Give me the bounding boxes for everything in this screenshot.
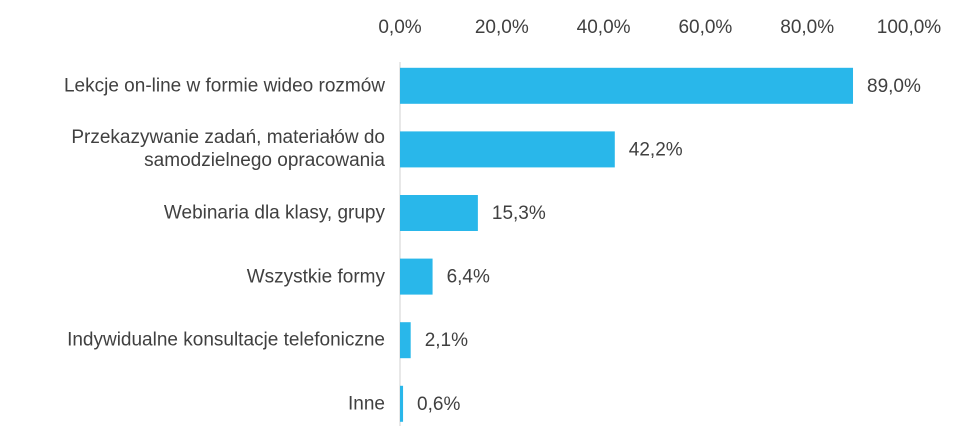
category-label: Lekcje on-line w formie wideo rozmów xyxy=(63,75,385,97)
x-tick-label: 40,0% xyxy=(577,17,631,38)
x-tick-label: 0,0% xyxy=(378,17,421,38)
bar xyxy=(400,385,404,422)
category-label: Webinaria dla klasy, grupy xyxy=(163,202,385,224)
category-label: Przekazywanie zadań, materiałów do samod… xyxy=(71,127,385,172)
bar xyxy=(400,195,478,231)
category-label: Inne xyxy=(348,393,385,415)
bar xyxy=(400,67,854,104)
category-label: Indywidualne konsultacje telefoniczne xyxy=(67,329,385,351)
bar xyxy=(400,322,411,359)
value-label: 89,0% xyxy=(867,76,921,97)
value-label: 2,1% xyxy=(425,330,468,351)
x-tick-label: 80,0% xyxy=(780,17,834,38)
value-label: 0,6% xyxy=(417,394,460,415)
value-label: 6,4% xyxy=(447,267,490,288)
bar xyxy=(400,258,433,295)
bar xyxy=(400,131,615,168)
value-label: 42,2% xyxy=(629,139,683,160)
x-tick-label: 60,0% xyxy=(678,17,732,38)
value-label: 15,3% xyxy=(492,203,546,224)
x-tick-label: 20,0% xyxy=(475,17,529,38)
category-label: Wszystkie formy xyxy=(246,266,385,288)
x-tick-label: 100,0% xyxy=(877,17,942,38)
